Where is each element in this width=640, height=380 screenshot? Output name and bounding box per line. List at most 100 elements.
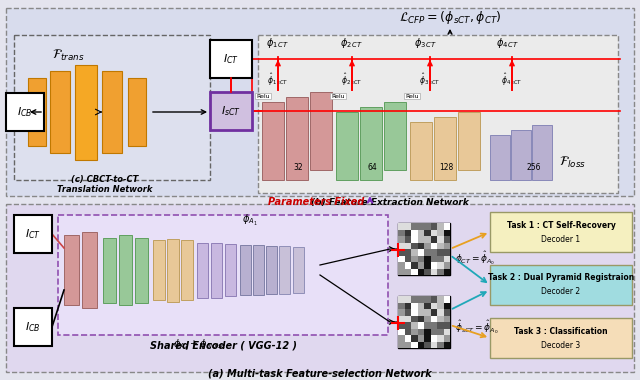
Bar (240, 245, 251, 295)
Text: $\mathcal{F}_{trans}$: $\mathcal{F}_{trans}$ (52, 48, 84, 63)
Bar (128, 78, 146, 146)
Bar (398, 262, 404, 269)
Bar (424, 242, 431, 249)
Bar (58, 215, 388, 335)
Bar (411, 262, 417, 269)
Bar (424, 236, 431, 242)
Bar (103, 238, 116, 303)
Bar (417, 249, 424, 255)
Bar (253, 245, 264, 295)
Bar (410, 122, 432, 180)
Bar (197, 243, 208, 298)
Bar (404, 315, 411, 322)
Bar (417, 328, 424, 335)
Bar (398, 328, 404, 335)
Bar (398, 223, 404, 230)
Bar (102, 71, 122, 153)
Bar (437, 342, 444, 348)
Bar (411, 242, 417, 249)
Bar (417, 255, 424, 262)
Bar (437, 236, 444, 242)
Bar (398, 302, 404, 309)
Bar (444, 249, 450, 255)
Bar (153, 240, 165, 300)
Bar (398, 322, 404, 328)
Bar (404, 262, 411, 269)
Text: $\phi_{3\,CT}$: $\phi_{3\,CT}$ (414, 36, 438, 50)
Bar (398, 342, 404, 348)
Text: $I_{CT}$: $I_{CT}$ (25, 227, 41, 241)
Bar (437, 296, 444, 302)
Bar (424, 255, 431, 262)
Bar (437, 309, 444, 315)
Bar (490, 318, 632, 358)
Bar (404, 236, 411, 242)
Bar (211, 243, 222, 298)
Bar (258, 35, 618, 193)
Bar (424, 262, 431, 269)
Bar (417, 223, 424, 230)
Bar (431, 309, 437, 315)
Text: $I_{CT}$: $I_{CT}$ (223, 52, 239, 66)
Bar (431, 315, 437, 322)
Bar (431, 296, 437, 302)
Text: $\phi_{4\,CT}$: $\phi_{4\,CT}$ (497, 36, 520, 50)
Bar (444, 342, 450, 348)
Text: 32: 32 (293, 163, 303, 173)
Bar (431, 223, 437, 230)
Bar (437, 302, 444, 309)
Bar (417, 309, 424, 315)
Bar (411, 296, 417, 302)
Bar (424, 302, 431, 309)
Bar (417, 296, 424, 302)
Bar (262, 102, 284, 180)
Bar (444, 296, 450, 302)
Bar (431, 236, 437, 242)
Bar (431, 262, 437, 269)
Bar (360, 107, 382, 180)
Bar (6, 93, 44, 131)
Text: $\phi_{2\,CT}$: $\phi_{2\,CT}$ (340, 36, 364, 50)
Bar (424, 269, 431, 275)
Bar (293, 247, 304, 293)
Bar (417, 342, 424, 348)
Bar (431, 302, 437, 309)
Bar (398, 236, 404, 242)
Text: $I_{CB}$: $I_{CB}$ (17, 105, 33, 119)
Text: 128: 128 (439, 163, 453, 173)
Bar (444, 309, 450, 315)
Text: 256: 256 (527, 163, 541, 173)
Bar (424, 342, 431, 348)
Bar (398, 315, 404, 322)
Bar (404, 255, 411, 262)
Bar (6, 204, 634, 372)
Text: (a) Multi-task Feature-selection Network: (a) Multi-task Feature-selection Network (208, 369, 432, 379)
Bar (398, 296, 404, 302)
Bar (411, 309, 417, 315)
Bar (135, 238, 148, 303)
Bar (404, 269, 411, 275)
Bar (437, 230, 444, 236)
Bar (82, 232, 97, 308)
Bar (398, 242, 404, 249)
Bar (511, 130, 531, 180)
Bar (431, 342, 437, 348)
Text: (b) Feature Extraction Network: (b) Feature Extraction Network (311, 198, 469, 207)
Bar (431, 249, 437, 255)
Text: Relu: Relu (256, 93, 270, 98)
Text: $I_{sCT}$: $I_{sCT}$ (221, 104, 241, 118)
Text: Task 3 : Classification: Task 3 : Classification (514, 326, 608, 336)
Bar (437, 335, 444, 342)
Bar (404, 302, 411, 309)
Text: Relu: Relu (405, 93, 419, 98)
Bar (404, 242, 411, 249)
Bar (404, 322, 411, 328)
Bar (210, 92, 252, 130)
Bar (437, 262, 444, 269)
Bar (398, 296, 450, 348)
Bar (437, 269, 444, 275)
Text: $\hat{\phi}_{sCT} = \hat{\phi}_{A_0}$: $\hat{\phi}_{sCT} = \hat{\phi}_{A_0}$ (455, 318, 499, 336)
Text: $\phi_{1\,CT}$: $\phi_{1\,CT}$ (266, 36, 290, 50)
Bar (437, 315, 444, 322)
Bar (444, 302, 450, 309)
